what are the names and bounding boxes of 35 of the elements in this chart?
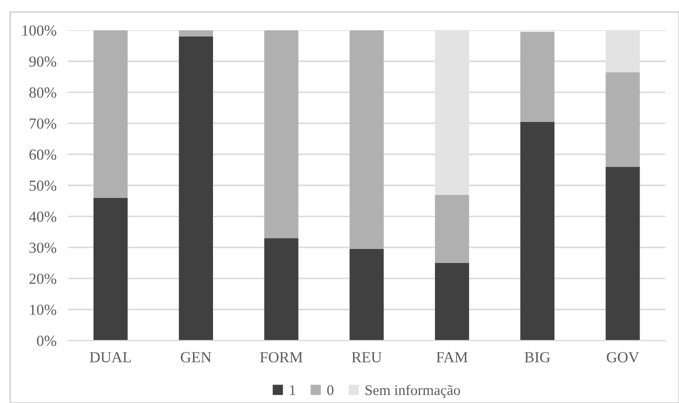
legend-label: 1 <box>290 385 296 395</box>
x-tick-label: BIG <box>524 352 550 362</box>
y-tick-label: 100% <box>22 25 56 36</box>
y-tick-label: 10% <box>30 304 56 316</box>
bar <box>264 238 298 341</box>
y-tick-label: 30% <box>30 242 56 253</box>
x-tick-label: GOV <box>606 352 640 362</box>
legend-label: Sem informação <box>366 384 460 398</box>
y-tick-label: 50% <box>30 180 56 191</box>
y-tick-label: 0% <box>37 336 56 346</box>
y-tick-label: 80% <box>29 87 56 98</box>
y-tick-label: 90% <box>29 56 56 67</box>
bar <box>94 198 128 341</box>
bar <box>94 30 128 198</box>
bar <box>178 30 214 36</box>
y-tick-label: 20% <box>29 274 56 284</box>
x-tick-label: FORM <box>260 352 303 362</box>
x-tick-label: FAM <box>436 352 468 362</box>
y-tick-label: 70% <box>30 118 56 129</box>
bar <box>434 194 470 263</box>
bar <box>178 36 214 341</box>
y-tick-label: 60% <box>29 149 56 160</box>
bar <box>434 262 470 341</box>
bar <box>520 32 554 122</box>
y-tick-label: 40% <box>29 212 56 222</box>
legend-label: 0 <box>327 385 334 396</box>
bar <box>350 248 384 341</box>
bar <box>606 166 640 341</box>
bar <box>606 72 640 167</box>
x-tick-label: DUAL <box>90 352 131 362</box>
bar <box>520 122 554 341</box>
bar <box>350 30 384 249</box>
x-tick-label: GEN <box>180 352 212 362</box>
bar <box>264 30 298 238</box>
x-tick-label: REU <box>352 352 382 362</box>
